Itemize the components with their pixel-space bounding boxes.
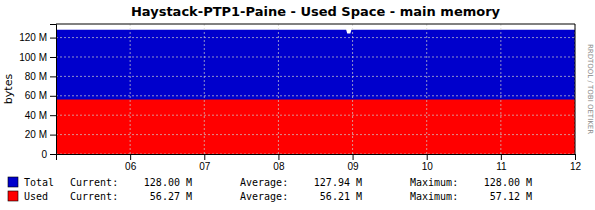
legend-stat-value: 128.00 M [484, 177, 532, 188]
tick-label: 80 M [25, 71, 47, 82]
grid-line [575, 24, 576, 154]
tick: 11 [496, 154, 507, 172]
legend-stat-name: Maximum: [410, 177, 458, 188]
legend-stat-name: Maximum: [410, 191, 458, 202]
tick: 20 M [25, 129, 56, 140]
tick-label: 10 [422, 161, 434, 172]
grid-line [56, 134, 575, 135]
tick-label: 20 M [25, 129, 47, 140]
tick-label: 120 M [19, 32, 47, 43]
grid-line [56, 95, 575, 96]
legend-stat-value: 57.12 M [490, 191, 532, 202]
tick-mark [575, 154, 576, 160]
tick-mark [50, 96, 56, 97]
grid-line [56, 115, 575, 116]
tick-mark [50, 115, 56, 116]
tick: 120 M [19, 32, 56, 43]
legend-stat-name: Average: [240, 191, 288, 202]
tick-label: 08 [273, 161, 285, 172]
legend-stat-value: 127.94 M [314, 177, 362, 188]
tick-mark [50, 76, 56, 77]
frame [56, 24, 575, 25]
tick-mark [501, 154, 502, 160]
chart: 06 07 08 09 10 11 12 0 20 M 40 M 60 M 80 M 100 M 120 … [0, 0, 595, 210]
tick-mark [130, 154, 131, 160]
legend-label: Used [24, 191, 48, 202]
grid-line [130, 24, 131, 154]
tick: 08 [273, 154, 285, 172]
legend: Total Current: 128.00 M Average: 127.94 M Max… [8, 177, 532, 202]
legend-stat-value: 56.21 M [320, 191, 362, 202]
legend-label: Total [24, 177, 54, 188]
tick-mark [50, 38, 56, 39]
grid-line [56, 37, 575, 38]
tick-mark [353, 154, 354, 160]
legend-stat-value: 56.27 M [150, 191, 192, 202]
frame [575, 24, 576, 154]
tick-label: 11 [496, 161, 507, 172]
series-area [56, 99, 575, 154]
tick-label: 100 M [19, 52, 47, 63]
tick: 100 M [19, 52, 56, 63]
tick: 0 [41, 149, 56, 160]
series-area [56, 30, 575, 154]
legend-swatch [8, 191, 18, 201]
y-axis: 0 20 M 40 M 60 M 80 M 100 M 120 M [19, 25, 56, 160]
grid-line [56, 76, 575, 77]
tick-mark [204, 154, 205, 160]
tick-label: 09 [348, 161, 360, 172]
grid-line [278, 24, 279, 154]
grid-line [352, 24, 353, 154]
legend-stat-value: 128.00 M [144, 177, 192, 188]
plot: 06 07 08 09 10 11 12 0 20 M 40 M 60 M 80 M 100 M 120 … [19, 24, 581, 172]
tick-label: 07 [199, 161, 211, 172]
title: Haystack-PTP1-Paine - Used Space - main … [131, 4, 501, 19]
tick: 10 [422, 154, 434, 172]
tick: 60 M [25, 90, 56, 101]
tick-mark [278, 154, 279, 160]
annotation: RRDTOOL / TOBI OETIKER [586, 44, 594, 134]
grid-line [500, 24, 501, 154]
x-axis: 06 07 08 09 10 11 12 [57, 154, 582, 172]
grid-line [56, 56, 575, 57]
tick-label: 06 [125, 161, 137, 172]
tick-label: 60 M [25, 90, 47, 101]
tick-label: 40 M [25, 110, 47, 121]
tick-mark [50, 154, 56, 155]
legend-stat-name: Current: [70, 191, 118, 202]
marks [56, 30, 575, 154]
tick-mark [427, 154, 428, 160]
tick: 06 [125, 154, 137, 172]
grid [56, 24, 575, 154]
grid-line [426, 24, 427, 154]
tick: 12 [570, 154, 582, 172]
tick-label: 12 [570, 161, 582, 172]
tick-mark [50, 57, 56, 58]
tick: 80 M [25, 71, 56, 82]
axis-title: bytes [2, 74, 15, 105]
grid-line [204, 24, 205, 154]
legend-swatch [8, 177, 18, 187]
legend-stat-name: Average: [240, 177, 288, 188]
axis-line [50, 25, 57, 155]
tick: 07 [199, 154, 211, 172]
tick: 09 [348, 154, 360, 172]
legend-stat-name: Current: [70, 177, 118, 188]
tick: 40 M [25, 110, 56, 121]
tick-label: 0 [41, 149, 47, 160]
axis-line [57, 155, 576, 161]
tick-mark [50, 135, 56, 136]
